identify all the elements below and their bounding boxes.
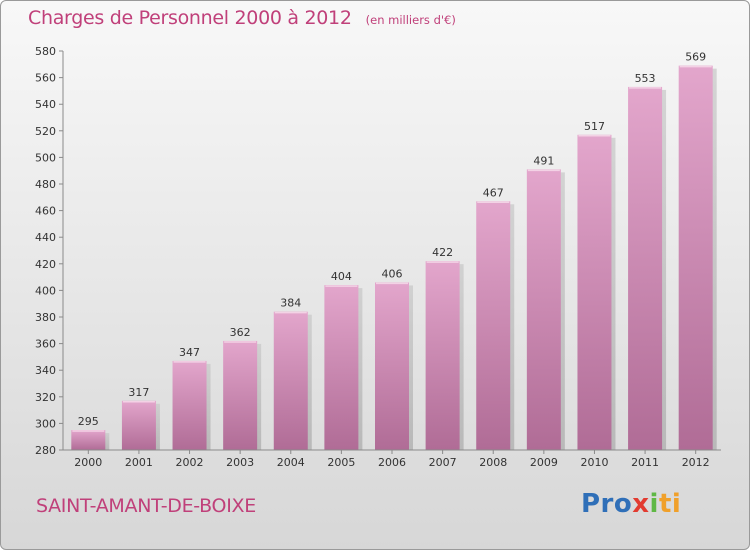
y-tick-label: 340 bbox=[35, 364, 56, 377]
y-tick-label: 560 bbox=[35, 72, 56, 85]
subtitle-text: (en milliers d'€) bbox=[365, 13, 456, 27]
x-tick-label: 2010 bbox=[580, 456, 608, 469]
data-label: 362 bbox=[230, 326, 251, 339]
logo-part-3: i bbox=[649, 489, 659, 519]
bar bbox=[223, 340, 258, 450]
x-tick-label: 2008 bbox=[479, 456, 507, 469]
x-tick-label: 2012 bbox=[682, 456, 710, 469]
data-label: 404 bbox=[331, 270, 352, 283]
y-tick-label: 380 bbox=[35, 311, 56, 324]
y-tick-label: 500 bbox=[35, 151, 56, 164]
bar bbox=[172, 360, 207, 450]
logo-part-1: Pro bbox=[581, 489, 633, 519]
bar bbox=[476, 201, 511, 450]
data-label: 553 bbox=[635, 72, 656, 85]
y-tick-label: 540 bbox=[35, 98, 56, 111]
y-tick-label: 300 bbox=[35, 417, 56, 430]
data-label: 347 bbox=[179, 346, 200, 359]
commune-name: SAINT-AMANT-DE-BOIXE bbox=[36, 495, 256, 517]
x-tick-label: 2011 bbox=[631, 456, 659, 469]
x-tick-label: 2004 bbox=[277, 456, 305, 469]
data-label: 467 bbox=[483, 186, 504, 199]
bar bbox=[577, 134, 612, 451]
bar bbox=[526, 169, 561, 450]
data-label: 422 bbox=[432, 246, 453, 259]
bar bbox=[324, 285, 359, 450]
data-label: 295 bbox=[78, 415, 99, 428]
bar bbox=[71, 430, 106, 450]
data-label: 569 bbox=[685, 51, 706, 64]
x-tick-label: 2001 bbox=[125, 456, 153, 469]
y-tick-label: 400 bbox=[35, 284, 56, 297]
data-label: 317 bbox=[128, 386, 149, 399]
x-tick-label: 2009 bbox=[530, 456, 558, 469]
bars-group: 295 317 347 362 384 404 406 422 467 491 517 553 569 bbox=[71, 51, 717, 451]
x-tick-label: 2002 bbox=[176, 456, 204, 469]
bar bbox=[375, 282, 409, 450]
bar bbox=[425, 261, 460, 450]
title-text: Charges de Personnel 2000 à 2012 bbox=[28, 7, 352, 29]
x-tick-label: 2006 bbox=[378, 456, 406, 469]
y-tick-label: 520 bbox=[35, 125, 56, 138]
y-tick-label: 580 bbox=[35, 45, 56, 58]
y-tick-label: 480 bbox=[35, 178, 56, 191]
data-label: 491 bbox=[533, 154, 554, 167]
x-tick-label: 2000 bbox=[74, 456, 102, 469]
y-tick-label: 420 bbox=[35, 258, 56, 271]
data-label: 517 bbox=[584, 120, 605, 133]
bar bbox=[121, 400, 156, 450]
x-axis: 2000 2001 2002 2003 2004 2005 2006 2007 2008 2009… bbox=[63, 449, 721, 469]
y-tick-label: 460 bbox=[35, 205, 56, 218]
bar bbox=[628, 86, 663, 450]
data-label: 406 bbox=[382, 267, 403, 280]
y-tick-label: 440 bbox=[35, 231, 56, 244]
bar bbox=[273, 311, 308, 450]
proxiti-logo: Proxiti bbox=[581, 489, 681, 519]
logo-part-4: ti bbox=[658, 489, 682, 519]
y-tick-label: 360 bbox=[35, 338, 56, 351]
bar bbox=[678, 65, 713, 450]
x-tick-label: 2007 bbox=[429, 456, 457, 469]
y-tick-label: 280 bbox=[35, 444, 56, 457]
y-tick-label: 320 bbox=[35, 391, 56, 404]
chart-title: Charges de Personnel 2000 à 2012 (en mill… bbox=[28, 7, 456, 29]
logo-part-2: x bbox=[632, 489, 650, 519]
x-tick-label: 2003 bbox=[226, 456, 254, 469]
y-axis: 280 300 320 340 360 380 400 420 440 460 480 500 520 5… bbox=[35, 45, 64, 457]
x-tick-label: 2005 bbox=[327, 456, 355, 469]
data-label: 384 bbox=[280, 297, 301, 310]
